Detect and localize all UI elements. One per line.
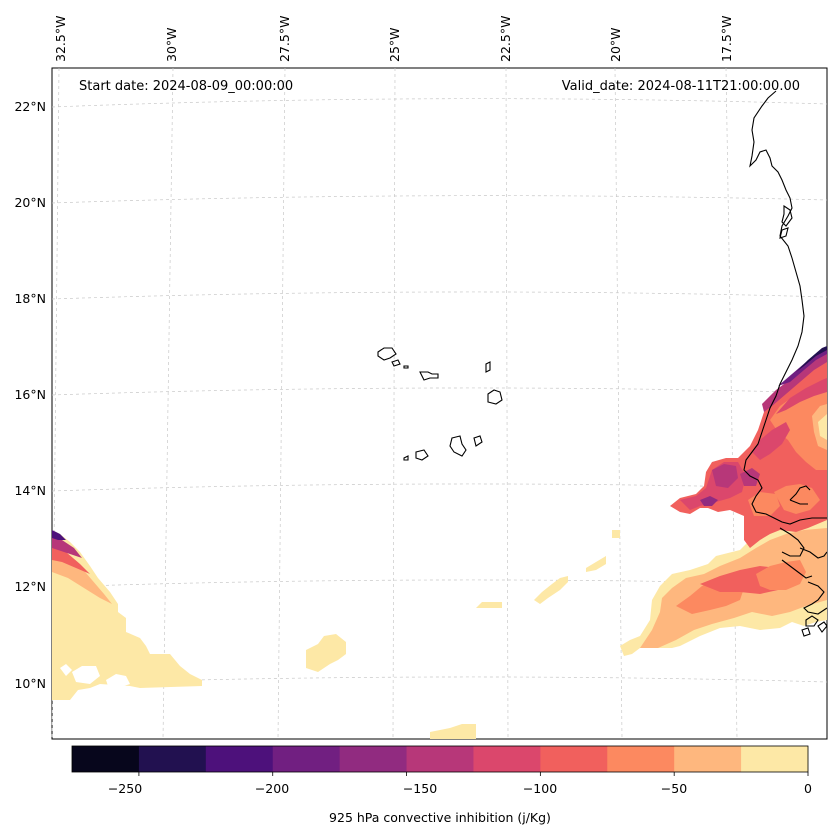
meridian-17-5w <box>725 67 738 740</box>
cin-patch-d <box>612 530 620 538</box>
cin-patch-b <box>534 576 568 604</box>
lon-label: 17.5°W <box>719 16 734 62</box>
cin-west-hole-1 <box>60 664 72 676</box>
meridian-22-5w <box>505 67 509 740</box>
cin-east-50to-75-b <box>756 560 806 590</box>
latitude-labels: 22°N 20°N 18°N 16°N 14°N 12°N 10°N <box>14 99 46 691</box>
colorbar-swatches <box>72 746 809 772</box>
coastline-gambia-river <box>789 485 811 505</box>
cin-patch-a <box>476 602 502 608</box>
map-frame <box>51 67 828 740</box>
colorbar-swatch <box>339 746 408 772</box>
coastline-guinea-bissau <box>779 527 828 615</box>
parallel-14n <box>51 483 828 492</box>
valid-date-label: Valid_date: 2024-08-11T21:00:00.00 <box>562 79 800 94</box>
parallel-16n <box>51 387 828 396</box>
lat-label: 12°N <box>14 579 46 594</box>
meridian-20w <box>614 67 623 740</box>
cin-field-scattered <box>306 530 620 739</box>
colorbar-label: 925 hPa convective inhibition (j/Kg) <box>329 810 551 825</box>
cin-west-hole-2 <box>72 666 100 684</box>
cin-patch-mid <box>306 634 346 672</box>
island-boa-vista <box>487 389 503 405</box>
cin-field-east <box>620 346 827 656</box>
lon-label: 32.5°W <box>53 16 68 62</box>
lon-label: 20°W <box>608 27 623 62</box>
colorbar-swatch <box>72 746 140 772</box>
lat-label: 20°N <box>14 195 46 210</box>
meridian-30w <box>162 67 174 740</box>
colorbar-swatch <box>540 746 608 772</box>
island-maio <box>473 435 483 447</box>
cin-west-hole-3 <box>106 674 130 688</box>
cin-east-100to-125-c <box>776 378 827 414</box>
lon-label: 25°W <box>387 27 402 62</box>
colorbar-ticks <box>138 772 809 776</box>
lat-label: 10°N <box>14 676 46 691</box>
island-sao-vicente <box>391 359 401 367</box>
island-sal <box>485 361 491 373</box>
colorbar-outline <box>71 745 809 773</box>
island-santa-luzia <box>403 365 409 369</box>
cin-east-150to-175 <box>700 496 718 506</box>
cin-east-100to-125-b <box>752 422 790 460</box>
lon-label: 22.5°W <box>498 16 513 62</box>
colorbar-swatch <box>205 746 274 772</box>
colorbar-tick-label: −100 <box>523 781 557 796</box>
cin-west-200to-225 <box>52 530 66 540</box>
parallel-22n <box>51 98 828 108</box>
cin-east-50to-75-d <box>748 492 780 516</box>
cin-west-125to-150 <box>52 536 82 558</box>
island-brava <box>403 455 409 461</box>
island-fogo <box>415 449 429 461</box>
colorbar-tick-label: 0 <box>804 781 812 796</box>
cin-west-0to-25 <box>52 530 202 700</box>
cin-east-50to-75-c <box>774 484 820 514</box>
cin-east-0to-25-core <box>818 414 827 440</box>
island-sao-nicolau <box>419 371 439 381</box>
cin-patch-bottom <box>430 724 476 739</box>
longitude-labels: 32.5°W 30°W 27.5°W 25°W 22.5°W 20°W 17.5… <box>53 16 734 62</box>
meridian-27-5w <box>277 67 286 740</box>
coastlines <box>377 90 828 637</box>
meridian-25w <box>392 67 396 740</box>
cin-east-125to-150-b <box>740 468 760 486</box>
cin-east-edge-225to-250 <box>796 346 827 372</box>
lat-label: 22°N <box>14 99 46 114</box>
cin-west-75to-100 <box>52 546 90 574</box>
colorbar-swatch <box>272 746 341 772</box>
cin-patch-c <box>586 556 606 572</box>
coastline-africa <box>743 90 827 525</box>
colorbar-swatch <box>607 746 675 772</box>
parallel-12n <box>51 579 828 588</box>
lon-label: 30°W <box>164 27 179 62</box>
parallel-20n <box>51 195 828 204</box>
coastline-dakhla <box>779 204 793 239</box>
colorbar-tick-label: −50 <box>661 781 687 796</box>
colorbar-tick-label: −200 <box>255 781 289 796</box>
colorbar: −250 −200 −150 −100 −50 0 925 hPa convec… <box>71 745 812 825</box>
cin-field-west <box>52 530 202 700</box>
parallel-18n <box>51 291 828 300</box>
lat-label: 16°N <box>14 387 46 402</box>
start-date-label: Start date: 2024-08-09_00:00:00 <box>79 79 293 94</box>
lat-label: 18°N <box>14 291 46 306</box>
lat-label: 14°N <box>14 483 46 498</box>
colorbar-swatch <box>674 746 742 772</box>
colorbar-tick-label: −250 <box>108 781 142 796</box>
colorbar-swatch <box>138 746 207 772</box>
colorbar-swatch <box>473 746 541 772</box>
colorbar-tick-label: −150 <box>403 781 437 796</box>
island-santiago <box>449 435 467 457</box>
island-santo-antao <box>377 347 397 361</box>
cin-east-125to-150 <box>712 464 738 488</box>
colorbar-swatch <box>406 746 474 772</box>
lon-label: 27.5°W <box>277 16 292 62</box>
colorbar-swatch <box>741 746 809 772</box>
coastline-bijagos <box>801 615 828 637</box>
